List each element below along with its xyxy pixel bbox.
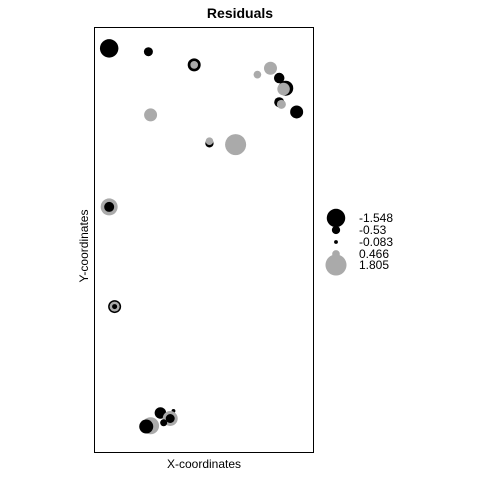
residual-point-26 — [139, 419, 154, 434]
plot-frame — [94, 27, 314, 453]
residual-point-20 — [112, 304, 118, 310]
legend-label-1: -0.53 — [359, 223, 387, 237]
legend-label-0: -1.548 — [359, 211, 393, 225]
x-axis-label: X-coordinates — [167, 457, 241, 471]
legend-symbol-0 — [326, 208, 346, 228]
chart-title: Residuals — [207, 5, 273, 21]
residual-point-24 — [165, 414, 175, 424]
residual-point-8 — [277, 82, 290, 96]
residual-point-14 — [205, 137, 214, 146]
residual-point-11 — [290, 105, 304, 119]
legend-label-2: -0.083 — [359, 235, 393, 249]
y-axis-label: Y-coordinates — [77, 210, 91, 283]
residual-point-17 — [104, 201, 115, 212]
residual-point-6 — [273, 72, 285, 84]
residual-point-3 — [190, 61, 199, 69]
legend-label-4: 1.805 — [359, 258, 389, 272]
residual-point-15 — [225, 134, 247, 156]
residual-point-1 — [143, 47, 153, 57]
legend-symbol-1 — [331, 225, 341, 235]
residual-point-12 — [144, 108, 158, 122]
residual-point-4 — [263, 61, 277, 75]
residual-point-5 — [253, 70, 262, 79]
legend-symbol-4 — [325, 254, 347, 276]
residual-point-10 — [276, 99, 286, 109]
legend-symbol-2 — [334, 240, 338, 244]
legend-label-3: 0.466 — [359, 247, 389, 261]
residual-point-27 — [160, 419, 168, 427]
residual-point-0 — [99, 39, 119, 58]
points-layer — [99, 39, 304, 435]
